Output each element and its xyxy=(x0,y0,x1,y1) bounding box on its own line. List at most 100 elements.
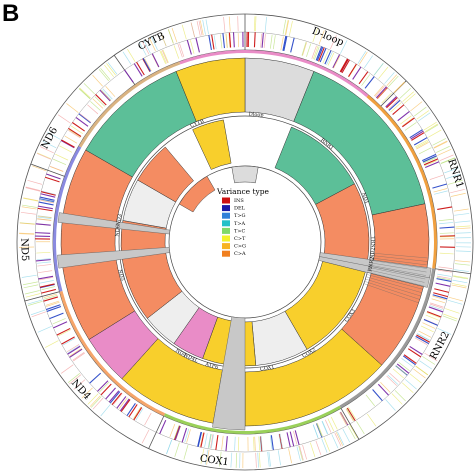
variant-bar xyxy=(416,334,430,343)
variant-bar xyxy=(35,259,51,262)
variant-bar xyxy=(100,67,111,80)
variant-bar xyxy=(25,187,41,192)
outer-label-cox1: COX1 xyxy=(199,453,229,468)
variant-bar xyxy=(280,36,284,51)
variant-bar xyxy=(426,311,442,318)
variant-bar xyxy=(23,284,39,289)
variant-bar xyxy=(377,383,390,396)
variant-bar xyxy=(45,300,60,306)
variant-bar xyxy=(106,63,116,76)
variant-bar xyxy=(46,173,61,180)
variant-bar xyxy=(27,299,43,305)
variant-bar xyxy=(447,299,463,305)
variant-bar xyxy=(434,288,450,293)
variant-bar xyxy=(255,452,257,468)
variant-bar xyxy=(124,69,134,83)
variant-bar xyxy=(219,451,222,467)
variant-bar xyxy=(339,40,348,54)
connector-band xyxy=(212,316,246,431)
variant-bar xyxy=(414,337,428,345)
variant-bar xyxy=(365,394,375,407)
variant-bar xyxy=(55,153,69,161)
legend-label: C>G xyxy=(234,244,246,250)
variant-bar xyxy=(40,280,54,284)
variant-bar xyxy=(288,20,293,36)
leader-line xyxy=(366,276,422,293)
variant-bar xyxy=(290,37,295,53)
variant-bar xyxy=(161,49,169,64)
variant-bar xyxy=(184,428,190,443)
variant-bar xyxy=(284,20,289,35)
variant-bar xyxy=(87,104,99,115)
variant-bar xyxy=(39,198,55,203)
variant-bar xyxy=(28,300,43,306)
variant-bar xyxy=(267,451,270,467)
variant-bar xyxy=(67,345,81,355)
variant-bar xyxy=(384,72,395,84)
variant-bar xyxy=(136,61,145,76)
variant-bar xyxy=(102,88,113,100)
connector-band xyxy=(319,252,432,279)
outer-label-nd5: ND5 xyxy=(18,238,30,262)
variant-bar xyxy=(422,356,436,365)
variant-bar xyxy=(173,425,180,440)
variant-bar xyxy=(49,166,64,172)
variant-bar xyxy=(199,20,204,36)
variant-bar xyxy=(174,442,180,457)
variant-bar xyxy=(127,48,136,63)
variant-bar xyxy=(39,283,55,288)
variant-bar xyxy=(327,52,335,66)
variant-bar xyxy=(253,32,256,48)
variant-bar xyxy=(316,423,323,437)
variant-bar xyxy=(81,387,93,399)
variant-bar xyxy=(173,425,180,439)
variant-bar xyxy=(439,232,454,234)
variant-bar xyxy=(402,117,415,128)
variant-bar xyxy=(327,418,335,432)
variant-bar xyxy=(46,305,62,312)
leader-line xyxy=(367,269,425,283)
leader-line xyxy=(370,252,429,259)
variant-bar xyxy=(423,318,438,326)
segment-divider xyxy=(30,163,65,177)
variant-bar xyxy=(37,264,52,267)
variant-bar xyxy=(437,273,452,277)
variant-bar xyxy=(31,311,46,318)
variant-bar xyxy=(83,83,95,95)
variant-bar xyxy=(453,208,469,212)
variant-bar xyxy=(100,404,111,417)
variant-bar xyxy=(21,204,37,208)
legend-swatch xyxy=(222,220,230,227)
variant-bar xyxy=(340,58,349,73)
variant-bar xyxy=(45,340,59,348)
variant-bar xyxy=(23,197,39,202)
variant-bar xyxy=(183,445,189,460)
segment-divider xyxy=(340,408,360,440)
variant-bar xyxy=(424,160,438,167)
variant-bar xyxy=(133,407,143,421)
variant-bar xyxy=(339,58,348,73)
variant-bar xyxy=(225,33,228,48)
variant-bar xyxy=(361,74,371,86)
variant-bar xyxy=(210,434,214,449)
variant-bar xyxy=(446,173,461,179)
variant-bar xyxy=(37,152,52,160)
variant-bar xyxy=(352,66,362,80)
variant-bar xyxy=(118,397,128,409)
variant-bar xyxy=(66,344,80,353)
variant-bar xyxy=(190,22,195,38)
variant-bar xyxy=(453,275,469,279)
rim-pink xyxy=(179,50,245,65)
variant-bar xyxy=(435,282,451,287)
variant-bar xyxy=(387,374,399,385)
variant-bar xyxy=(455,225,471,228)
leader-line xyxy=(368,264,426,276)
variant-bar xyxy=(331,434,339,449)
variant-bar xyxy=(120,399,131,412)
variant-bar xyxy=(72,352,85,361)
variant-bar xyxy=(404,122,417,131)
variant-bar xyxy=(428,306,444,313)
variant-bar xyxy=(423,158,439,166)
legend-label: T>G xyxy=(234,213,246,219)
variant-bar xyxy=(197,431,202,447)
